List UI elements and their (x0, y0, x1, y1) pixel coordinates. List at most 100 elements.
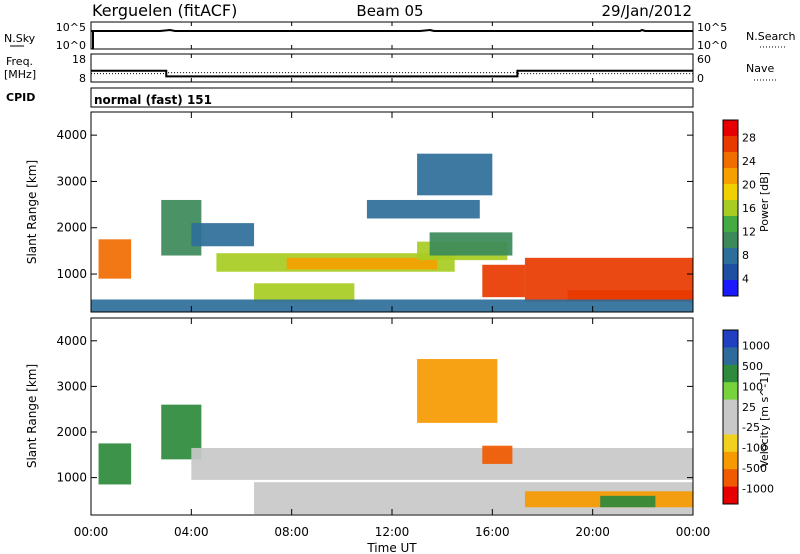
power-region-2 (191, 223, 255, 247)
power-ytick-label-0: 4000 (56, 128, 87, 142)
velocity-colorbar-swatch-9 (723, 486, 738, 505)
velocity-region-7 (600, 495, 656, 508)
nsearch-label: N.Search (746, 30, 796, 43)
velocity-colorbar-swatch-3 (723, 382, 738, 401)
power-region-4 (286, 257, 438, 270)
power-colorbar-tick-3: 16 (742, 202, 756, 215)
nsky-label: N.Sky (4, 32, 36, 45)
power-region-10 (482, 264, 525, 298)
power-colorbar-label: Power [dB] (758, 172, 771, 232)
power-colorbar-swatch-6 (723, 216, 738, 233)
power-colorbar-swatch-5 (723, 200, 738, 217)
nave-line (91, 72, 693, 75)
nave-label: Nave (746, 62, 774, 75)
velocity-region-4 (417, 359, 498, 423)
velocity-colorbar-tick-7: -1000 (742, 483, 774, 496)
x-axis-ticks: 00:00 04:00 08:00 12:00 16:00 20:00 00:00 (74, 22, 711, 539)
power-colorbar-tick-1: 24 (742, 155, 756, 168)
power-region-9 (366, 199, 480, 219)
x-tick-label-4: 16:00 (475, 525, 510, 539)
power-colorbar-tick-0: 28 (742, 132, 756, 145)
cpid-value: normal (fast) 151 (94, 93, 212, 107)
velocity-colorbar-swatch-1 (723, 347, 738, 366)
x-tick-label-2: 08:00 (274, 525, 309, 539)
power-region-0 (98, 239, 132, 279)
nsearch-tick-top: 10^5 (697, 21, 727, 34)
velocity-heatmap (98, 359, 693, 515)
cpid-label: CPID (6, 91, 35, 104)
velocity-ytick-label-1: 3000 (56, 379, 87, 393)
velocity-y-label: Slant Range [km] (25, 364, 39, 468)
power-colorbar-tick-6: 4 (742, 272, 749, 285)
power-y-label: Slant Range [km] (25, 160, 39, 264)
velocity-colorbar-swatch-5 (723, 417, 738, 435)
nsky-tick-bottom: 10^0 (56, 39, 86, 52)
power-region-12 (567, 290, 693, 302)
power-colorbar-tick-5: 8 (742, 249, 749, 262)
velocity-colorbar-swatch-6 (723, 434, 738, 453)
nave-tick-bottom: 0 (697, 72, 704, 85)
power-colorbar-swatch-10 (723, 280, 738, 297)
freq-label: Freq. (6, 55, 33, 68)
power-colorbar-swatch-4 (723, 184, 738, 201)
power-ytick-label-2: 2000 (56, 221, 87, 235)
freq-unit-label: [MHz] (4, 68, 36, 81)
power-colorbar-swatch-7 (723, 232, 738, 249)
power-colorbar: 28 24 20 16 12 8 4 (722, 119, 756, 297)
x-axis-label: Time UT (366, 541, 417, 554)
power-region-6 (429, 232, 513, 256)
velocity-colorbar-swatch-2 (723, 364, 738, 383)
velocity-colorbar-swatch-7 (723, 451, 738, 470)
freq-tick-bottom: 8 (79, 72, 86, 85)
velocity-colorbar-tick-1: 500 (742, 360, 763, 373)
power-ytick-label-3: 1000 (56, 267, 87, 281)
x-tick-label-1: 04:00 (174, 525, 209, 539)
freq-panel (90, 53, 694, 83)
velocity-colorbar-tick-3: 25 (742, 401, 756, 414)
power-colorbar-swatch-1 (723, 136, 738, 153)
velocity-colorbar-tick-0: 1000 (742, 339, 770, 352)
x-tick-label-3: 12:00 (375, 525, 410, 539)
velocity-colorbar-label: Velocity [m s^-1] (758, 372, 771, 467)
beam-title: Beam 05 (356, 2, 423, 20)
power-ytick-label-1: 3000 (56, 174, 87, 188)
velocity-region-5 (482, 445, 513, 464)
nave-tick-top: 60 (697, 53, 711, 66)
velocity-colorbar-tick-6: -500 (742, 462, 767, 475)
velocity-ytick-label-3: 1000 (56, 471, 87, 485)
velocity-colorbar: 1000 500 100 25 -25 -100 -500 -1000 (722, 329, 774, 505)
velocity-colorbar-tick-4: -25 (742, 421, 760, 434)
freq-tick-top: 18 (72, 53, 86, 66)
nsearch-tick-bottom: 10^0 (697, 39, 727, 52)
freq-line (91, 69, 693, 78)
power-region-8 (417, 153, 493, 196)
power-heatmap (91, 153, 693, 312)
power-y-ticks: 4000 3000 2000 1000 (56, 128, 693, 281)
velocity-ytick-label-0: 4000 (56, 334, 87, 348)
velocity-y-ticks: 4000 3000 2000 1000 (56, 334, 693, 485)
power-colorbar-swatch-2 (723, 152, 738, 169)
velocity-region-0 (98, 443, 132, 485)
date-title: 29/Jan/2012 (602, 2, 693, 20)
x-tick-label-6: 00:00 (676, 525, 711, 539)
velocity-colorbar-swatch-0 (723, 330, 738, 348)
power-region-7 (254, 283, 355, 302)
x-tick-label-5: 20:00 (575, 525, 610, 539)
cpid-panel (90, 87, 694, 108)
velocity-colorbar-frame (722, 329, 739, 505)
power-colorbar-tick-2: 20 (742, 179, 756, 192)
power-colorbar-swatch-3 (723, 168, 738, 185)
x-tick-label-0: 00:00 (74, 525, 109, 539)
velocity-colorbar-swatch-4 (723, 399, 738, 418)
power-colorbar-frame (722, 119, 739, 297)
nsky-panel (90, 21, 694, 50)
velocity-colorbar-tick-2: 100 (742, 380, 763, 393)
station-title: Kerguelen (fitACF) (92, 1, 237, 20)
nsky-line (91, 28, 693, 49)
power-colorbar-swatch-9 (723, 264, 738, 281)
power-colorbar-swatch-0 (723, 120, 738, 137)
nsky-tick-top: 10^5 (56, 21, 86, 34)
velocity-colorbar-swatch-8 (723, 469, 738, 488)
power-region-13 (91, 299, 693, 312)
